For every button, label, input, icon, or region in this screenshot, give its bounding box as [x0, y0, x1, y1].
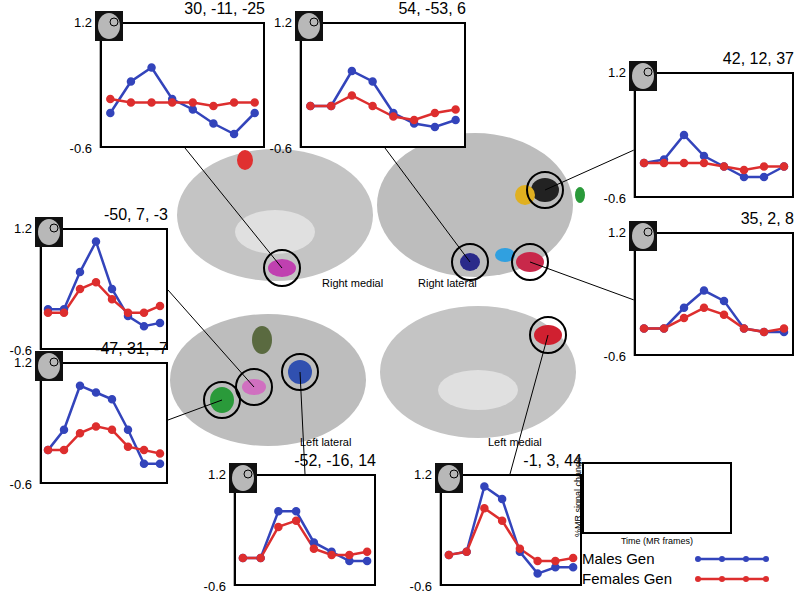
html-text:Time (MR frames): Time (MR frames) [620, 536, 694, 546]
svg-text:1.2: 1.2 [14, 221, 32, 236]
svg-text:1.2: 1.2 [608, 225, 626, 240]
svg-text:1.2: 1.2 [14, 355, 32, 370]
svg-text:Right medial: Right medial [322, 277, 383, 289]
html-text:%MR signal change: %MR signal change [573, 457, 583, 537]
svg-text:-0.6: -0.6 [204, 579, 226, 594]
svg-text:-0.6: -0.6 [70, 141, 92, 156]
svg-text:-0.6: -0.6 [9, 342, 32, 358]
svg-text:Left medial: Left medial [488, 436, 542, 448]
html-text:-50, 7, -3: -50, 7, -3 [104, 206, 168, 223]
html-text:30, -11, -25: 30, -11, -25 [184, 0, 265, 17]
html-text:Females Gen: Females Gen [582, 570, 672, 587]
html-text:-52, -16, 14: -52, -16, 14 [294, 452, 376, 469]
svg-text:1.2: 1.2 [414, 467, 432, 482]
svg-text:Left lateral: Left lateral [300, 436, 351, 448]
svg-text:Right lateral: Right lateral [418, 277, 477, 289]
svg-text:-0.6: -0.6 [410, 579, 432, 594]
svg-text:-0.6: -0.6 [270, 141, 292, 156]
svg-text:-0.6: -0.6 [10, 477, 32, 492]
html-text:54, -53, 6: 54, -53, 6 [398, 0, 466, 17]
svg-text:1.2: 1.2 [74, 15, 92, 30]
html-text:-47, 31, -7: -47, 31, -7 [95, 340, 168, 357]
html-text:42, 12, 37: 42, 12, 37 [722, 50, 794, 67]
svg-text:1.2: 1.2 [608, 65, 626, 80]
svg-text:-0.6: -0.6 [604, 191, 626, 206]
html-text:Males Gen: Males Gen [582, 550, 655, 567]
html-text:35, 2, 8: 35, 2, 8 [740, 210, 794, 227]
html-text:-1, 3, 44: -1, 3, 44 [523, 452, 582, 469]
svg-text:1.2: 1.2 [208, 467, 226, 482]
svg-text:1.2: 1.2 [274, 15, 292, 30]
svg-text:-0.6: -0.6 [604, 349, 626, 364]
